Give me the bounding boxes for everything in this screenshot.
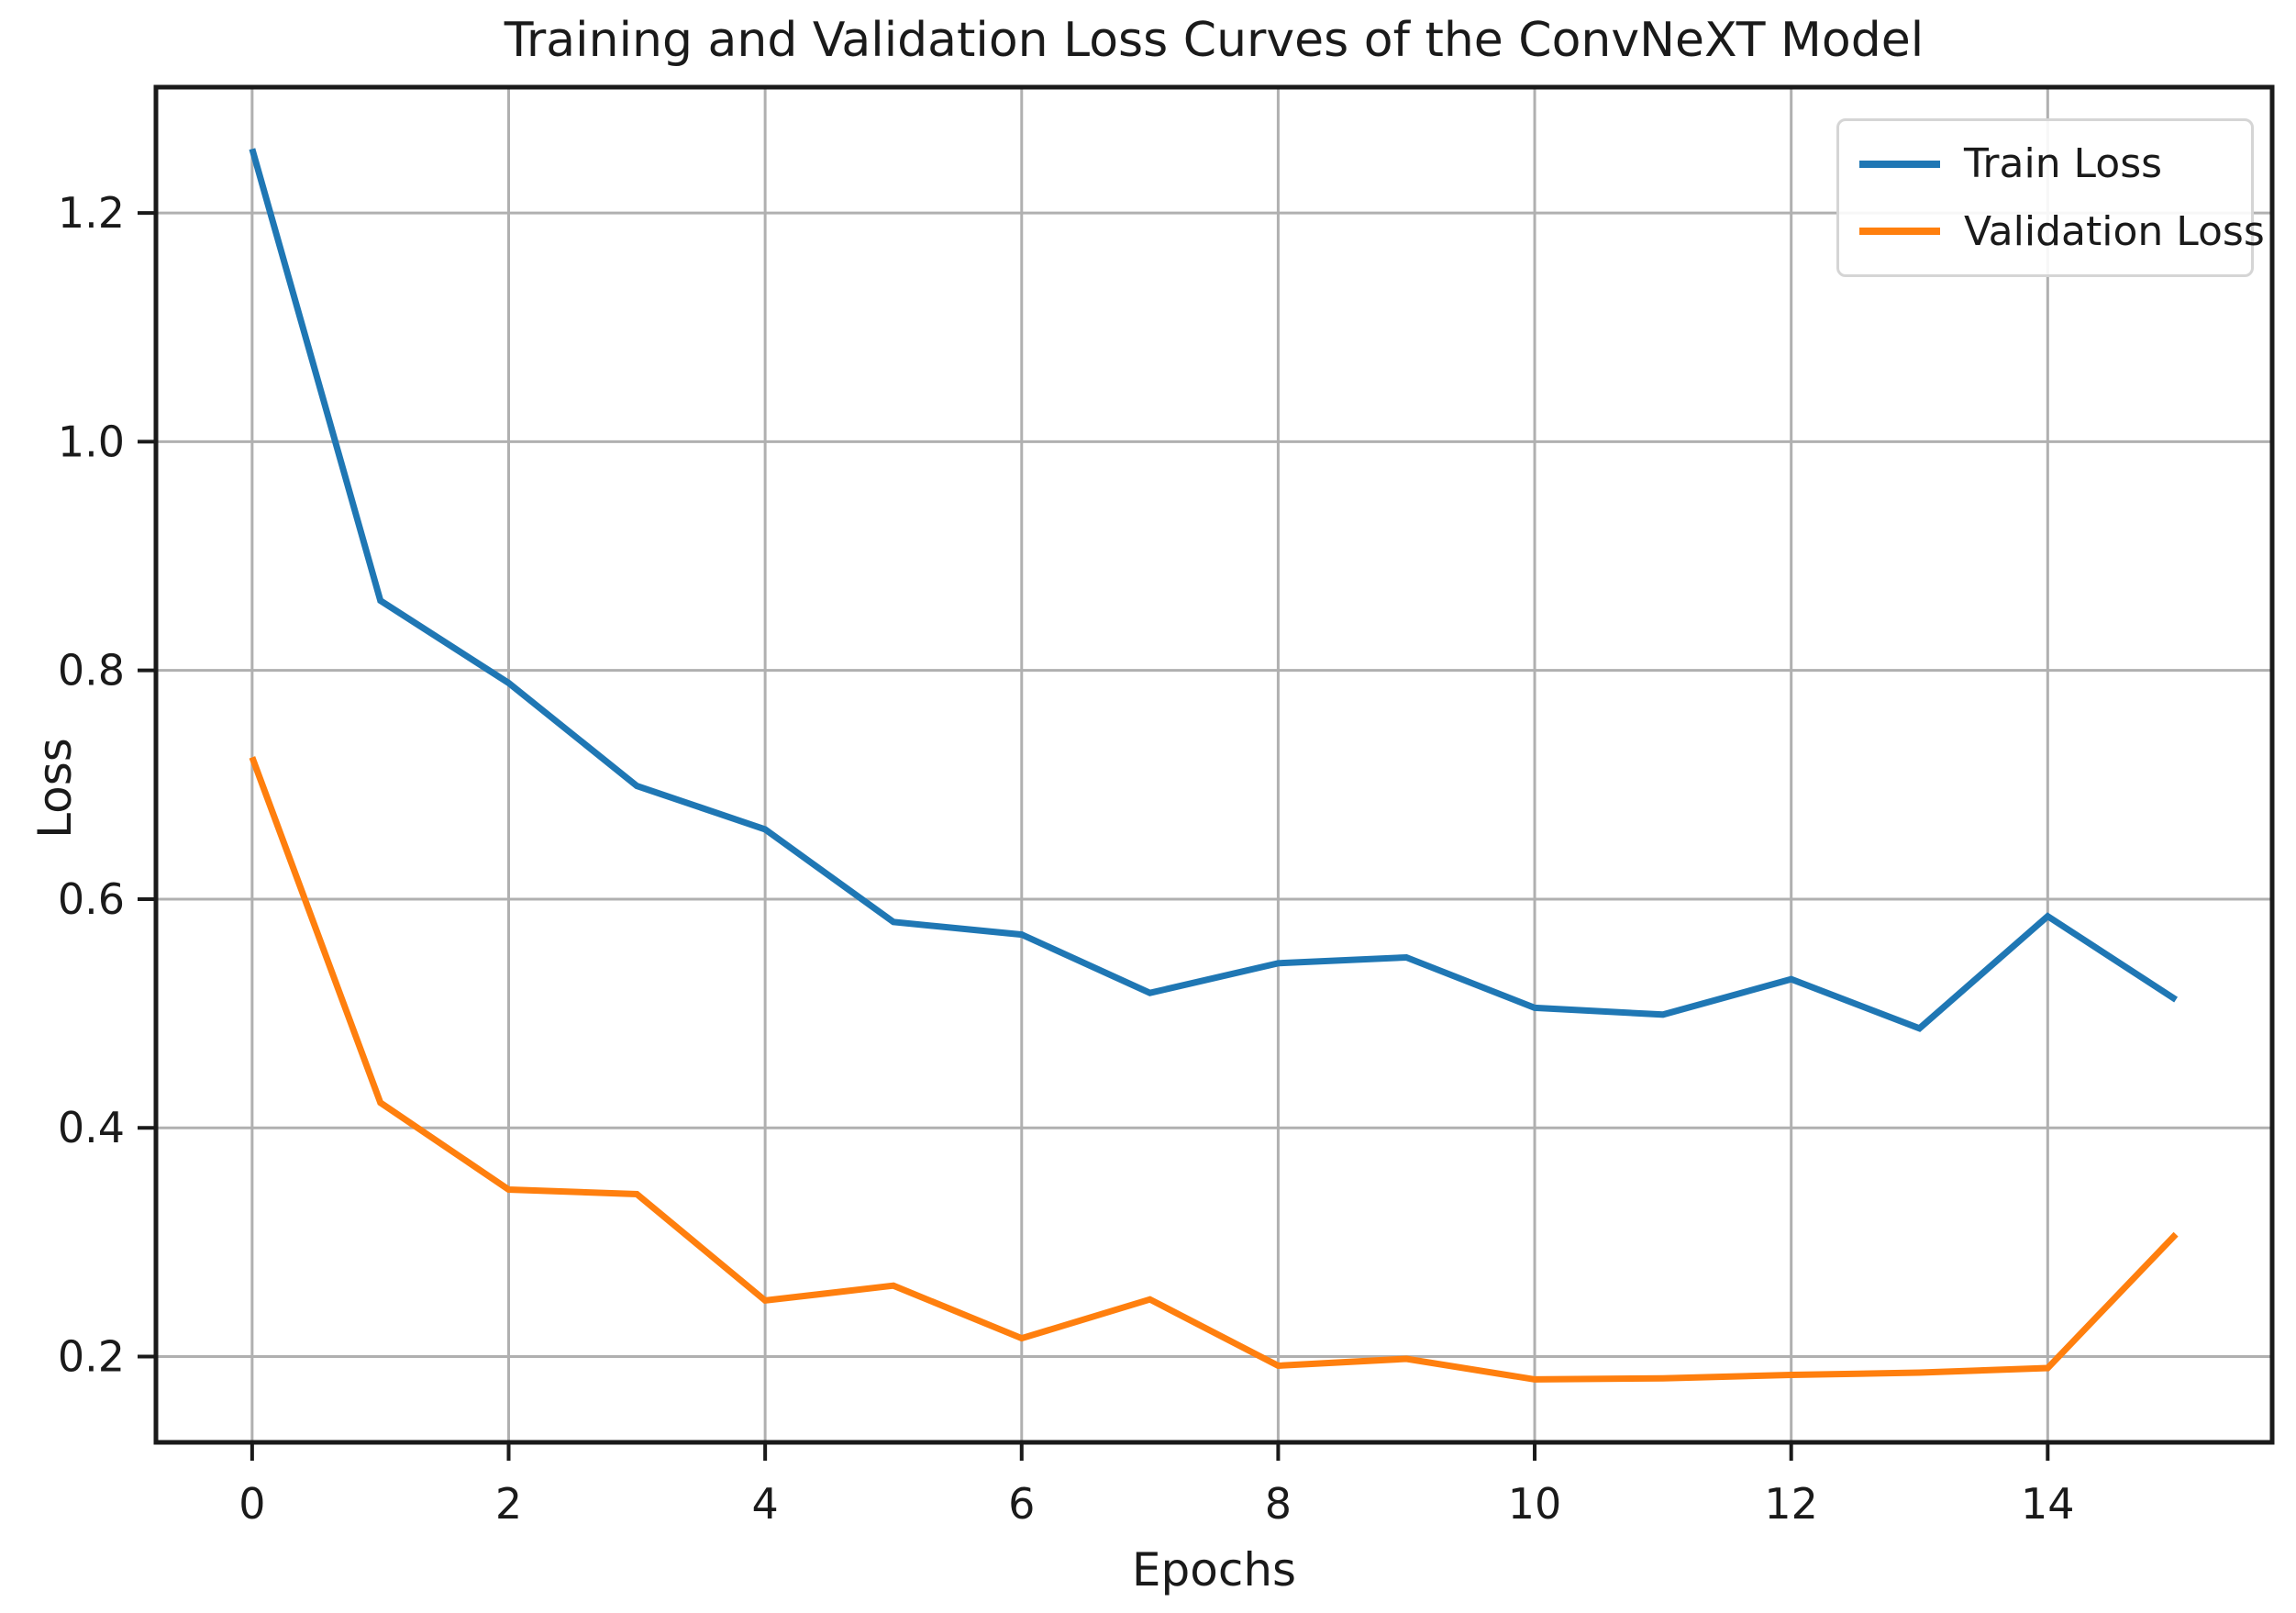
x-tick-label: 6	[1008, 1479, 1035, 1529]
y-tick-label: 0.2	[58, 1332, 125, 1382]
x-tick-label: 14	[2021, 1479, 2075, 1529]
legend: Train Loss Validation Loss	[1836, 118, 2265, 277]
train-loss-line-swatch	[1859, 160, 1940, 168]
plot-border	[153, 84, 2275, 1445]
legend-label-train-loss: Train Loss	[1964, 140, 2163, 188]
y-tick-label: 0.6	[58, 874, 125, 924]
legend-label-validation-loss: Validation Loss	[1964, 207, 2265, 255]
validation-loss-line-swatch	[1859, 228, 1940, 236]
x-tick-label: 2	[495, 1479, 522, 1529]
x-tick-label: 0	[238, 1479, 265, 1529]
x-tick-label: 10	[1508, 1479, 1562, 1529]
y-tick-label: 0.4	[58, 1103, 125, 1152]
train-loss-line	[249, 148, 2179, 1032]
y-axis-label: Loss	[28, 738, 82, 839]
validation-loss-line	[249, 756, 2179, 1383]
x-axis-label: Epochs	[1131, 1543, 1297, 1596]
chart-title: Training and Validation Loss Curves of t…	[504, 13, 1924, 68]
y-tick-label: 1.2	[58, 188, 125, 238]
x-tick-label: 12	[1764, 1479, 1818, 1529]
y-tick-label: 0.8	[58, 646, 125, 695]
x-tick-label: 8	[1265, 1479, 1292, 1529]
y-tick-label: 1.0	[58, 417, 125, 466]
x-tick-label: 4	[751, 1479, 778, 1529]
legend-item-validation-loss: Validation Loss	[1859, 208, 2265, 255]
legend-item-train-loss: Train Loss	[1859, 140, 2231, 187]
